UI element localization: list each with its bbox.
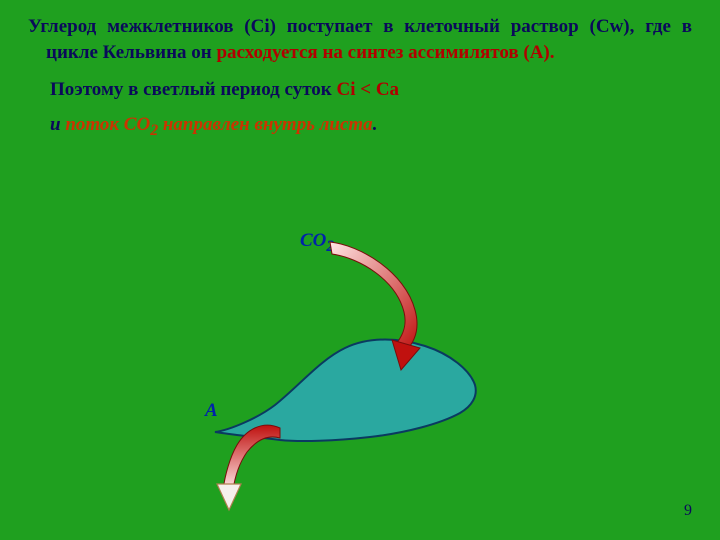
arrow-a-body bbox=[223, 425, 280, 490]
paragraph-intro: Углерод межклетников (Ci) поступает в кл… bbox=[28, 14, 692, 65]
leaf-shape bbox=[215, 340, 476, 442]
page-number: 9 bbox=[684, 502, 692, 520]
paragraph-flow: и поток СО2 направлен внутрь листа. bbox=[28, 113, 692, 141]
label-co2: СО2 bbox=[300, 230, 334, 256]
p3-orange: поток СО2 направлен внутрь листа bbox=[65, 114, 372, 135]
label-a: А bbox=[205, 400, 218, 422]
paragraph-condition: Поэтому в светлый период суток Ci < Ca bbox=[28, 77, 692, 103]
arrow-a-head bbox=[217, 484, 241, 510]
p3-dot: . bbox=[373, 114, 378, 135]
p2-red: Ci < Ca bbox=[337, 79, 400, 100]
slide: Углерод межклетников (Ci) поступает в кл… bbox=[0, 0, 720, 540]
arrow-co2-head bbox=[392, 340, 420, 370]
p1-red: расходуется на синтез ассимилятов (А). bbox=[216, 42, 554, 63]
p2-text: Поэтому в светлый период суток bbox=[50, 79, 337, 100]
arrow-co2-body bbox=[330, 242, 417, 352]
p3-pre: и bbox=[50, 114, 65, 135]
